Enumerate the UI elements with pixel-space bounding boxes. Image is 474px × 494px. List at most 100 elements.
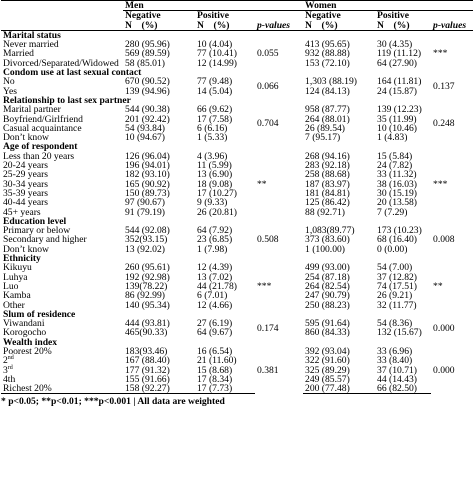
row-label: Other xyxy=(1,300,123,310)
cell: 12 (4.39) xyxy=(197,262,233,274)
label-sup: nd xyxy=(7,355,14,362)
label-text: Viwandani xyxy=(3,318,45,330)
data-row: Kikuyu 260 (95.61) 12 (4.39) *** 499 (93.00)… xyxy=(1,262,473,291)
cell: 20 (13.58) xyxy=(377,197,417,209)
cell: 268 (94.16) xyxy=(305,150,350,162)
column-header: N (%) xyxy=(195,20,255,31)
column-header: Positive xyxy=(377,10,409,22)
data-row: 35-39 years 150 (89.73) 17 (10.27) 181 (84.… xyxy=(1,187,473,199)
cell: 10 (10.46) xyxy=(377,122,417,134)
cell: 38 (16.03) xyxy=(377,178,417,190)
p-value: 0.248 xyxy=(433,118,455,130)
cell: 13 (7.02) xyxy=(197,271,233,283)
cell: 373 (83.60) xyxy=(305,234,350,246)
cell: 32 (11.77) xyxy=(377,299,417,311)
data-row: Kamba 86 (92.99) 6 (7.01) 247 (90.79) 26 (9.… xyxy=(1,290,473,302)
p-value: 0.066 xyxy=(257,81,279,93)
cell: 196 (94.01) xyxy=(125,160,170,172)
label-text: Yes xyxy=(3,85,17,97)
label-text: Secondary and higher xyxy=(3,234,87,246)
section-row: Education level xyxy=(1,215,473,227)
row-label: Less than 20 years xyxy=(1,150,123,162)
data-row: Never married 280 (95.96) 10 (4.04) 0.055 41… xyxy=(1,39,473,59)
data-row: Korogocho 465(90.33) 64 (9.67) 860 (84.33) 1… xyxy=(1,327,473,339)
row-label: Boyfriend/Girlfriend xyxy=(1,114,123,124)
cell: 254 (87.18) xyxy=(305,271,350,283)
label-text: Married xyxy=(3,48,34,60)
cell: 139 (12.23) xyxy=(377,104,422,116)
p-value: 0.000 xyxy=(433,322,455,334)
cell: 119 (11.12) xyxy=(377,48,422,60)
header-row: Men Women xyxy=(1,0,474,12)
row-label: Yes xyxy=(1,85,123,97)
section-row: Marital status xyxy=(1,30,473,40)
column-header: Positive xyxy=(197,10,229,22)
row-label: 3rd xyxy=(1,364,123,376)
cell: 9 (9.33) xyxy=(197,197,228,209)
cell: 35 (11.99) xyxy=(377,113,417,125)
label-text: Kamba xyxy=(3,290,31,302)
row-label: Never married xyxy=(1,39,123,51)
row-label: Luo xyxy=(1,282,123,292)
label-text: Less than 20 years xyxy=(3,150,75,162)
p-value: ** xyxy=(433,280,443,292)
cell: 15 (5.84) xyxy=(377,150,413,162)
data-row: Primary or below 544 (92.08) 64 (7.92) 0.50… xyxy=(1,225,473,245)
cell: 6 (7.01) xyxy=(197,290,228,302)
row-label: No xyxy=(1,76,123,88)
p-value: 0.704 xyxy=(257,118,279,130)
column-header: Negative xyxy=(305,10,341,22)
data-row: Other 140 (95.34) 12 (4.66) 250 (88.23) 32 (… xyxy=(1,299,473,311)
section-title: Education level xyxy=(3,215,67,227)
label-text: Richest 20% xyxy=(3,383,52,395)
cell: 1 (7.98) xyxy=(197,243,228,255)
cell: 26 (20.81) xyxy=(197,206,237,218)
label-text: No xyxy=(3,76,15,88)
cell: 12 (4.66) xyxy=(197,299,233,311)
cell: 187 (83.97) xyxy=(305,178,350,190)
cell: 64 (7.92) xyxy=(197,225,233,237)
data-row: 40-44 years 97 (90.67) 9 (9.33) 125 (86.42)… xyxy=(1,197,473,209)
column-header: N (%) xyxy=(123,20,195,31)
label-text: Never married xyxy=(3,39,59,51)
cell: 158 (92.27) xyxy=(123,384,195,395)
label-text: 25-29 years xyxy=(3,169,49,181)
label-text: 3 xyxy=(3,364,8,376)
cell: 670 (90.52) xyxy=(125,76,170,88)
cell: 173 (10.23) xyxy=(377,225,422,237)
cell: 64 (9.67) xyxy=(197,327,233,339)
header-row: Negative Positive Negative Positive xyxy=(1,11,473,21)
cell: 14 (5.04) xyxy=(197,85,233,97)
cell: 444 (93.81) xyxy=(125,318,170,330)
label-text: Korogocho xyxy=(3,327,47,339)
row-label: Luhya xyxy=(1,271,123,283)
cell: 6 (6.16) xyxy=(197,122,228,134)
cell: 201 (92.42) xyxy=(125,113,170,125)
row-label: Don’t know xyxy=(1,244,123,254)
p-value: 0.508 xyxy=(257,234,279,246)
cell: 44 (14.43) xyxy=(377,373,417,385)
row-label: Kamba xyxy=(1,290,123,302)
section-title: Wealth index xyxy=(3,336,58,348)
cell: 192 (92.98) xyxy=(125,271,170,283)
row-label: 25-29 years xyxy=(1,169,123,181)
section-row: Condom use at last sexual contact xyxy=(1,68,473,78)
section-title: Relationship to last sex partner xyxy=(3,94,131,106)
cell: 27 (6.19) xyxy=(197,318,233,330)
label-text: Poorest 20% xyxy=(3,345,52,357)
label-text: Divorced/Separated/Widowed xyxy=(3,57,119,69)
cell: 10 (4.04) xyxy=(197,39,233,51)
cell: 177 (91.32) xyxy=(125,364,170,376)
label-text: Luhya xyxy=(3,271,28,283)
cell: 30 (15.19) xyxy=(377,187,417,199)
cell: 352(93.15) xyxy=(125,234,168,246)
data-row: Casual acquaintance 54 (93.84) 6 (6.16) 26 … xyxy=(1,122,473,134)
cell: 544 (90.38) xyxy=(125,104,170,116)
section-title: Ethnicity xyxy=(3,253,41,265)
data-row: Divorced/Separated/Widowed 58 (85.01) 12 (… xyxy=(1,57,473,69)
label-text: 2 xyxy=(3,355,8,367)
cell: 17 (8.34) xyxy=(197,373,233,385)
row-label: Divorced/Separated/Widowed xyxy=(1,57,123,69)
cell: 1 (4.83) xyxy=(377,132,408,144)
data-row: 45+ years 91 (79.19) 26 (20.81) 88 (92.71) 7… xyxy=(1,206,473,218)
